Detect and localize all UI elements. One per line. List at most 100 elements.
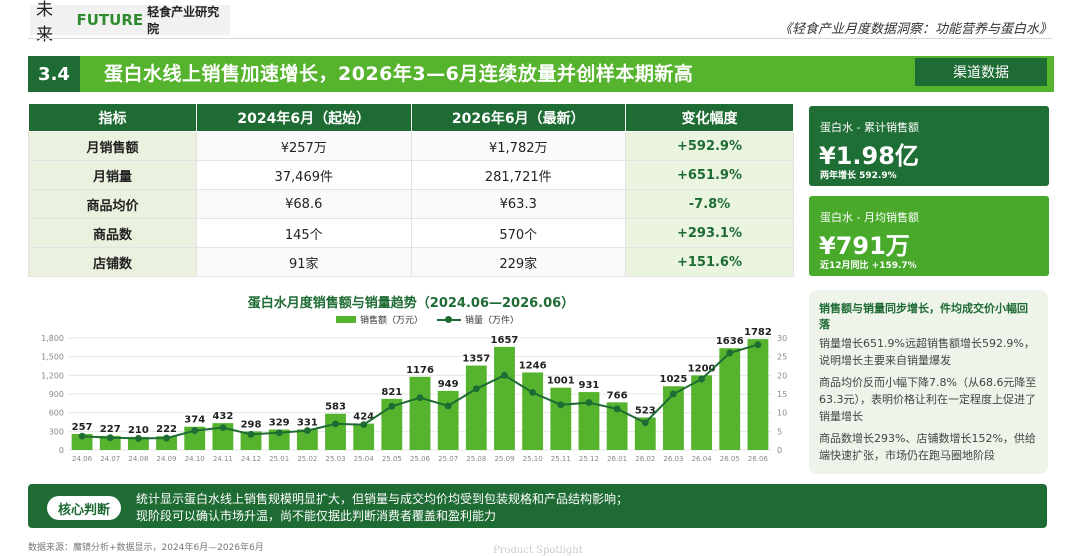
x-tick-label: 26.02 — [635, 455, 655, 463]
bar-value-label: 222 — [156, 424, 177, 435]
bar — [578, 392, 600, 450]
bar-value-label: 766 — [607, 390, 628, 401]
bar — [325, 413, 346, 450]
insight-paragraph: 商品数增长293%、店铺数增长152%，供给端快速扩张，市场仍在跑马圈地阶段 — [819, 432, 1036, 462]
row-start: 91家 — [196, 247, 412, 277]
volume-point — [472, 385, 480, 393]
volume-point — [106, 434, 114, 442]
row-metric: 商品均价 — [28, 189, 197, 219]
bar-value-label: 523 — [635, 405, 656, 416]
insight-heading: 销售额与销量同步增长，件均成交价小幅回落 — [819, 302, 1028, 331]
table-row: 月销量 37,469件 281,721件 +651.9% — [28, 160, 794, 190]
logo-en-text: FUTURE — [76, 11, 144, 29]
table-row: 商品数 145个 570个 +293.1% — [28, 218, 794, 248]
volume-point — [585, 399, 593, 406]
y-right-tick-label: 0 — [777, 446, 782, 455]
metrics-table: 指标 2024年6月（起始） 2026年6月（最新） 变化幅度 月销售额 ¥25… — [28, 103, 794, 277]
legend-line-label: 销量（万件） — [465, 316, 520, 326]
bar — [156, 436, 177, 450]
volume-point — [163, 434, 170, 442]
kpi-sub: 近12月同比 +159.7% — [820, 261, 917, 271]
table-row: 商品均价 ¥68.6 ¥63.3 -7.8% — [28, 189, 794, 219]
volume-point — [670, 390, 677, 398]
chart-title: 蛋白水月度销售额与销量趋势（2024.06—2026.06） — [247, 296, 575, 311]
x-tick-label: 24.09 — [157, 455, 177, 463]
bar — [663, 386, 684, 450]
x-tick-label: 25.12 — [579, 455, 599, 463]
x-tick-label: 24.12 — [241, 455, 261, 463]
table-row: 月销售额 ¥257万 ¥1,782万 +592.9% — [28, 131, 794, 161]
y-right-tick-label: 30 — [777, 334, 787, 343]
bar-value-label: 424 — [353, 412, 374, 423]
bar — [606, 402, 628, 450]
bar — [296, 429, 318, 450]
volume-point — [219, 424, 227, 431]
volume-point — [247, 430, 255, 438]
row-change: +592.9% — [625, 131, 794, 161]
bar-value-label: 329 — [269, 418, 290, 429]
bar — [99, 435, 121, 450]
bar-value-label: 1176 — [406, 365, 434, 376]
volume-point — [698, 375, 705, 383]
core-judgement-text: 统计显示蛋白水线上销售规模明显扩大，但销量与成交均价均受到包装规格和产品结构影响… — [136, 491, 628, 525]
report-title: 《轻食产业月度数据洞察：功能营养与蛋白水》 — [778, 22, 1052, 37]
col-header-metric: 指标 — [28, 103, 197, 132]
volume-point — [191, 427, 199, 434]
legend-bar-swatch — [336, 316, 356, 323]
bar-value-label: 821 — [381, 387, 402, 398]
volume-point — [557, 401, 565, 409]
footer-watermark: Product Spotlight — [493, 545, 583, 556]
chart-legend: 销售额（万元） 销量（万件） — [336, 313, 519, 326]
core-judgement-line: 现阶段可以确认市场升温，尚不能仅据此判断消费者覆盖和盈利能力 — [136, 509, 497, 523]
x-tick-label: 26.05 — [720, 455, 740, 463]
bar-value-label: 374 — [184, 415, 205, 426]
x-tick-label: 24.11 — [213, 455, 233, 463]
kpi-value: ¥1.98亿 — [819, 142, 919, 170]
bar — [240, 431, 262, 450]
insight-paragraph: 商品均价反而小幅下降7.8%（从68.6元降至63.3元），表明价格让利在一定程… — [819, 376, 1037, 423]
bar — [353, 423, 375, 450]
volume-point — [388, 402, 396, 410]
bar-value-label: 432 — [212, 411, 233, 422]
table-row: 店铺数 91家 229家 +151.6% — [28, 247, 794, 277]
row-latest: 229家 — [410, 247, 626, 277]
y-left-tick-label: 900 — [49, 390, 64, 399]
row-start: ¥68.6 — [196, 189, 412, 219]
kpi-value: ¥791万 — [819, 232, 910, 260]
col-header-change: 变化幅度 — [625, 103, 794, 132]
volume-point — [501, 371, 508, 379]
bar-value-label: 949 — [438, 379, 459, 390]
volume-point — [303, 427, 311, 434]
bar-value-label: 257 — [72, 422, 93, 433]
x-tick-label: 25.07 — [438, 455, 458, 463]
row-start: ¥257万 — [196, 131, 412, 161]
x-tick-label: 24.06 — [72, 455, 93, 463]
table-header-row: 指标 2024年6月（起始） 2026年6月（最新） 变化幅度 — [28, 103, 794, 132]
row-metric: 商品数 — [28, 218, 197, 248]
col-header-start: 2024年6月（起始） — [196, 103, 412, 132]
row-start: 145个 — [196, 218, 412, 248]
row-change: +151.6% — [625, 247, 794, 277]
bar — [719, 348, 741, 450]
bar — [127, 436, 149, 450]
row-metric: 月销售额 — [28, 131, 197, 161]
col-header-latest: 2026年6月（最新） — [410, 103, 626, 132]
section-title: 蛋白水线上销售加速增长，2026年3—6月连续放量并创样本期新高 — [104, 63, 694, 85]
volume-point — [78, 432, 86, 440]
kpi-label: 蛋白水 - 月均销售额 — [820, 211, 919, 224]
row-change: +293.1% — [625, 218, 794, 248]
row-metric: 店铺数 — [28, 247, 197, 277]
bar — [437, 390, 459, 450]
bar — [747, 339, 769, 450]
bar — [465, 365, 487, 450]
x-tick-label: 26.06 — [748, 455, 769, 463]
row-latest: 281,721件 — [410, 160, 626, 190]
insight-paragraph: 销量增长651.9%远超销售额增长592.9%，说明增长主要来自销量爆发 — [819, 337, 1035, 367]
x-tick-label: 25.05 — [382, 455, 402, 463]
logo-cn-text: 未来 — [36, 0, 54, 45]
x-tick-label: 25.04 — [354, 455, 375, 463]
row-latest: ¥1,782万 — [410, 131, 626, 161]
bar — [494, 346, 515, 450]
logo-sub-text: 轻食产业研究院 — [147, 5, 220, 36]
section-number: 3.4 — [28, 56, 80, 92]
